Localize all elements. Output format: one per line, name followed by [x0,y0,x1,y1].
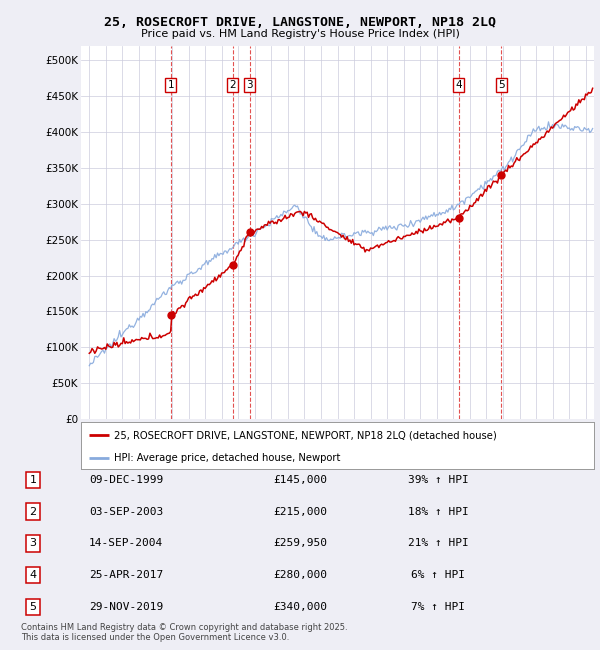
Text: 2: 2 [29,506,37,517]
Text: 25-APR-2017: 25-APR-2017 [89,570,163,580]
Text: 1: 1 [167,80,174,90]
Text: 6% ↑ HPI: 6% ↑ HPI [411,570,465,580]
Text: 1: 1 [29,474,37,485]
Text: £280,000: £280,000 [273,570,327,580]
Text: 14-SEP-2004: 14-SEP-2004 [89,538,163,549]
Text: £259,950: £259,950 [273,538,327,549]
Text: £215,000: £215,000 [273,506,327,517]
Text: 39% ↑ HPI: 39% ↑ HPI [407,474,469,485]
Text: 5: 5 [29,602,37,612]
Text: 4: 4 [455,80,462,90]
Text: 21% ↑ HPI: 21% ↑ HPI [407,538,469,549]
Text: Contains HM Land Registry data © Crown copyright and database right 2025.
This d: Contains HM Land Registry data © Crown c… [21,623,347,642]
Text: Price paid vs. HM Land Registry's House Price Index (HPI): Price paid vs. HM Land Registry's House … [140,29,460,38]
Text: 3: 3 [247,80,253,90]
Text: £340,000: £340,000 [273,602,327,612]
Text: 29-NOV-2019: 29-NOV-2019 [89,602,163,612]
Text: HPI: Average price, detached house, Newport: HPI: Average price, detached house, Newp… [115,452,341,463]
Text: 4: 4 [29,570,37,580]
Text: 2: 2 [229,80,236,90]
Text: 3: 3 [29,538,37,549]
Text: 25, ROSECROFT DRIVE, LANGSTONE, NEWPORT, NP18 2LQ: 25, ROSECROFT DRIVE, LANGSTONE, NEWPORT,… [104,16,496,29]
Text: 5: 5 [498,80,505,90]
Text: £145,000: £145,000 [273,474,327,485]
Text: 03-SEP-2003: 03-SEP-2003 [89,506,163,517]
Text: 25, ROSECROFT DRIVE, LANGSTONE, NEWPORT, NP18 2LQ (detached house): 25, ROSECROFT DRIVE, LANGSTONE, NEWPORT,… [115,430,497,440]
Text: 7% ↑ HPI: 7% ↑ HPI [411,602,465,612]
Text: 18% ↑ HPI: 18% ↑ HPI [407,506,469,517]
Text: 09-DEC-1999: 09-DEC-1999 [89,474,163,485]
